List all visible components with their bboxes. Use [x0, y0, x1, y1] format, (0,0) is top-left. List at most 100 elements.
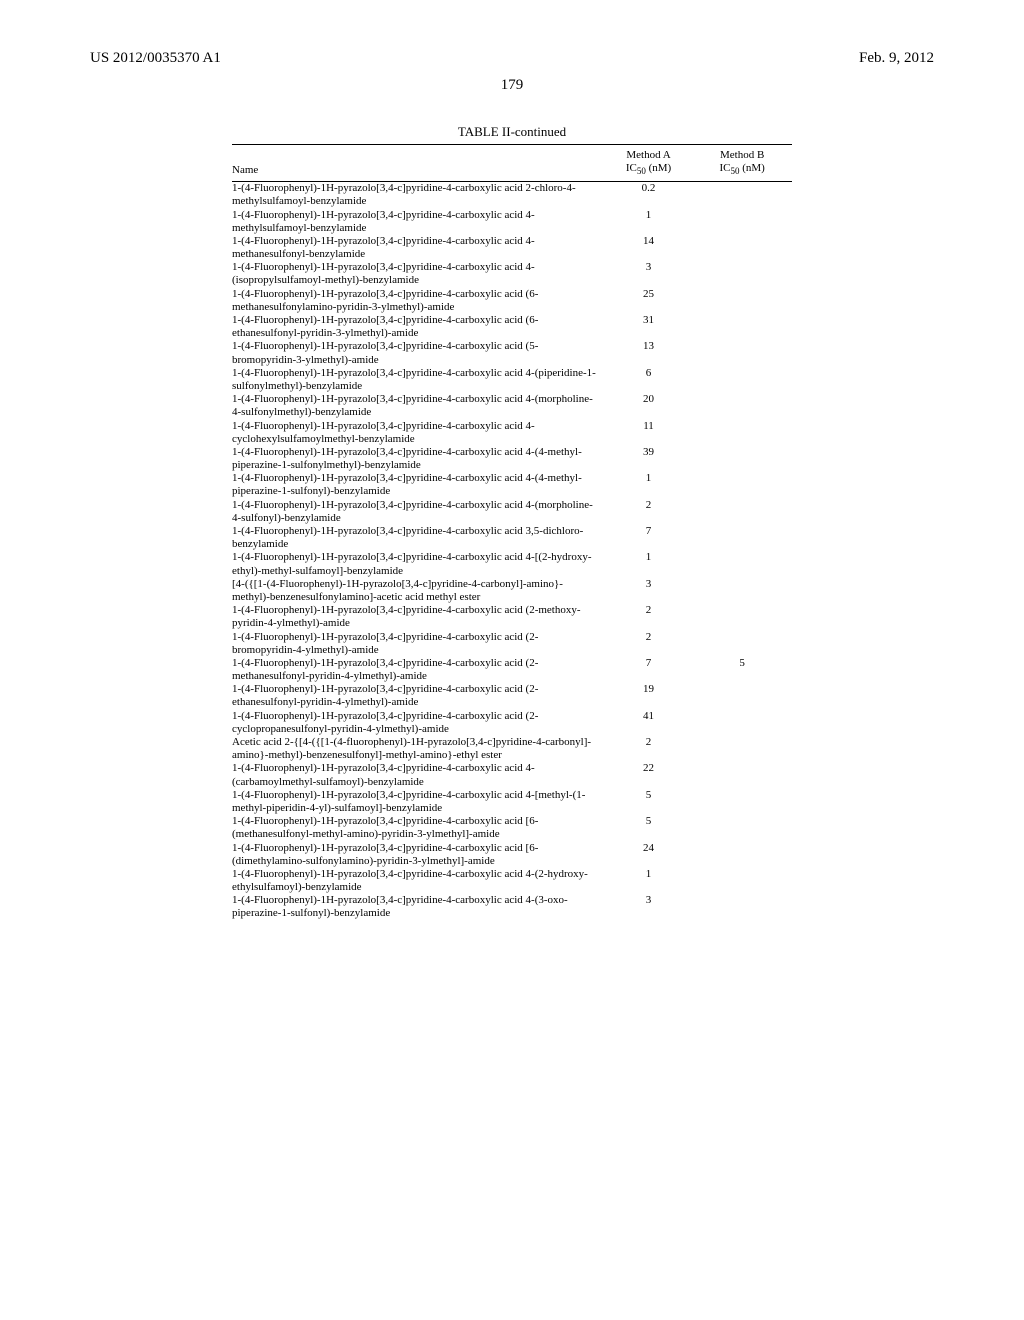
method-b-value: [698, 842, 792, 868]
compound-name: 1-(4-Fluorophenyl)-1H-pyrazolo[3,4-c]pyr…: [232, 314, 605, 340]
method-a-value: 1: [605, 551, 699, 577]
col-header-name: Name: [232, 145, 605, 182]
compound-name: 1-(4-Fluorophenyl)-1H-pyrazolo[3,4-c]pyr…: [232, 842, 605, 868]
method-a-value: 2: [605, 631, 699, 657]
method-a-value: 5: [605, 815, 699, 841]
method-a-value: 1: [605, 868, 699, 894]
compound-name: 1-(4-Fluorophenyl)-1H-pyrazolo[3,4-c]pyr…: [232, 683, 605, 709]
method-a-value: 31: [605, 314, 699, 340]
compound-name: 1-(4-Fluorophenyl)-1H-pyrazolo[3,4-c]pyr…: [232, 209, 605, 235]
method-b-value: [698, 868, 792, 894]
compound-name: 1-(4-Fluorophenyl)-1H-pyrazolo[3,4-c]pyr…: [232, 261, 605, 287]
doc-number: US 2012/0035370 A1: [90, 50, 221, 67]
table-row: 1-(4-Fluorophenyl)-1H-pyrazolo[3,4-c]pyr…: [232, 446, 792, 472]
table-row: 1-(4-Fluorophenyl)-1H-pyrazolo[3,4-c]pyr…: [232, 393, 792, 419]
method-a-value: 6: [605, 367, 699, 393]
method-b-value: [698, 182, 792, 209]
method-a-value: 19: [605, 683, 699, 709]
table-row: 1-(4-Fluorophenyl)-1H-pyrazolo[3,4-c]pyr…: [232, 815, 792, 841]
method-a-value: 2: [605, 604, 699, 630]
method-b-value: [698, 499, 792, 525]
method-a-value: 3: [605, 261, 699, 287]
method-b-value: 5: [698, 657, 792, 683]
method-b-value: [698, 815, 792, 841]
table-row: 1-(4-Fluorophenyl)-1H-pyrazolo[3,4-c]pyr…: [232, 209, 792, 235]
table-row: 1-(4-Fluorophenyl)-1H-pyrazolo[3,4-c]pyr…: [232, 789, 792, 815]
method-b-value: [698, 367, 792, 393]
compound-name: 1-(4-Fluorophenyl)-1H-pyrazolo[3,4-c]pyr…: [232, 868, 605, 894]
compound-name: 1-(4-Fluorophenyl)-1H-pyrazolo[3,4-c]pyr…: [232, 815, 605, 841]
table-row: 1-(4-Fluorophenyl)-1H-pyrazolo[3,4-c]pyr…: [232, 762, 792, 788]
col-header-method-a: Method A IC50 (nM): [605, 145, 699, 182]
table-row: 1-(4-Fluorophenyl)-1H-pyrazolo[3,4-c]pyr…: [232, 710, 792, 736]
method-a-value: 22: [605, 762, 699, 788]
method-a-value: 24: [605, 842, 699, 868]
compound-name: 1-(4-Fluorophenyl)-1H-pyrazolo[3,4-c]pyr…: [232, 604, 605, 630]
table-row: [4-({[1-(4-Fluorophenyl)-1H-pyrazolo[3,4…: [232, 578, 792, 604]
method-a-value: 3: [605, 578, 699, 604]
method-b-value: [698, 472, 792, 498]
table-row: 1-(4-Fluorophenyl)-1H-pyrazolo[3,4-c]pyr…: [232, 314, 792, 340]
method-b-value: [698, 551, 792, 577]
method-b-value: [698, 420, 792, 446]
method-a-value: 2: [605, 736, 699, 762]
table-row: 1-(4-Fluorophenyl)-1H-pyrazolo[3,4-c]pyr…: [232, 525, 792, 551]
table-row: 1-(4-Fluorophenyl)-1H-pyrazolo[3,4-c]pyr…: [232, 340, 792, 366]
method-a-value: 3: [605, 894, 699, 920]
compound-name: 1-(4-Fluorophenyl)-1H-pyrazolo[3,4-c]pyr…: [232, 235, 605, 261]
method-a-value: 20: [605, 393, 699, 419]
compound-name: 1-(4-Fluorophenyl)-1H-pyrazolo[3,4-c]pyr…: [232, 525, 605, 551]
table-row: 1-(4-Fluorophenyl)-1H-pyrazolo[3,4-c]pyr…: [232, 420, 792, 446]
method-a-value: 41: [605, 710, 699, 736]
method-a-value: 39: [605, 446, 699, 472]
method-a-value: 7: [605, 657, 699, 683]
compound-name: 1-(4-Fluorophenyl)-1H-pyrazolo[3,4-c]pyr…: [232, 340, 605, 366]
method-a-value: 7: [605, 525, 699, 551]
method-b-value: [698, 631, 792, 657]
method-b-value: [698, 578, 792, 604]
compound-name: 1-(4-Fluorophenyl)-1H-pyrazolo[3,4-c]pyr…: [232, 762, 605, 788]
compound-name: 1-(4-Fluorophenyl)-1H-pyrazolo[3,4-c]pyr…: [232, 894, 605, 920]
table-row: 1-(4-Fluorophenyl)-1H-pyrazolo[3,4-c]pyr…: [232, 288, 792, 314]
method-b-value: [698, 762, 792, 788]
col-header-method-b: Method B IC50 (nM): [698, 145, 792, 182]
method-a-value: 1: [605, 472, 699, 498]
table-row: 1-(4-Fluorophenyl)-1H-pyrazolo[3,4-c]pyr…: [232, 472, 792, 498]
table-caption: TABLE II-continued: [90, 124, 934, 140]
method-a-value: 1: [605, 209, 699, 235]
method-b-value: [698, 789, 792, 815]
table-row: 1-(4-Fluorophenyl)-1H-pyrazolo[3,4-c]pyr…: [232, 657, 792, 683]
method-b-value: [698, 736, 792, 762]
method-b-value: [698, 235, 792, 261]
method-b-value: [698, 340, 792, 366]
table-row: 1-(4-Fluorophenyl)-1H-pyrazolo[3,4-c]pyr…: [232, 842, 792, 868]
table-row: 1-(4-Fluorophenyl)-1H-pyrazolo[3,4-c]pyr…: [232, 631, 792, 657]
compound-name: 1-(4-Fluorophenyl)-1H-pyrazolo[3,4-c]pyr…: [232, 472, 605, 498]
method-b-value: [698, 288, 792, 314]
compound-name: 1-(4-Fluorophenyl)-1H-pyrazolo[3,4-c]pyr…: [232, 710, 605, 736]
compound-name: 1-(4-Fluorophenyl)-1H-pyrazolo[3,4-c]pyr…: [232, 288, 605, 314]
method-b-value: [698, 314, 792, 340]
method-b-value: [698, 261, 792, 287]
method-b-value: [698, 525, 792, 551]
compound-name: 1-(4-Fluorophenyl)-1H-pyrazolo[3,4-c]pyr…: [232, 393, 605, 419]
page-number: 179: [90, 77, 934, 94]
method-a-value: 2: [605, 499, 699, 525]
table-row: 1-(4-Fluorophenyl)-1H-pyrazolo[3,4-c]pyr…: [232, 551, 792, 577]
method-b-value: [698, 209, 792, 235]
method-a-value: 13: [605, 340, 699, 366]
compound-name: 1-(4-Fluorophenyl)-1H-pyrazolo[3,4-c]pyr…: [232, 789, 605, 815]
compound-name: 1-(4-Fluorophenyl)-1H-pyrazolo[3,4-c]pyr…: [232, 420, 605, 446]
table-row: 1-(4-Fluorophenyl)-1H-pyrazolo[3,4-c]pyr…: [232, 604, 792, 630]
data-table: Name Method A IC50 (nM) Method B IC50 (n…: [232, 144, 792, 921]
method-b-value: [698, 683, 792, 709]
method-a-value: 14: [605, 235, 699, 261]
compound-name: [4-({[1-(4-Fluorophenyl)-1H-pyrazolo[3,4…: [232, 578, 605, 604]
method-b-value: [698, 894, 792, 920]
compound-name: Acetic acid 2-{[4-({[1-(4-fluorophenyl)-…: [232, 736, 605, 762]
method-b-value: [698, 446, 792, 472]
doc-date: Feb. 9, 2012: [859, 50, 934, 67]
table-row: 1-(4-Fluorophenyl)-1H-pyrazolo[3,4-c]pyr…: [232, 683, 792, 709]
table-row: 1-(4-Fluorophenyl)-1H-pyrazolo[3,4-c]pyr…: [232, 182, 792, 209]
method-a-value: 11: [605, 420, 699, 446]
